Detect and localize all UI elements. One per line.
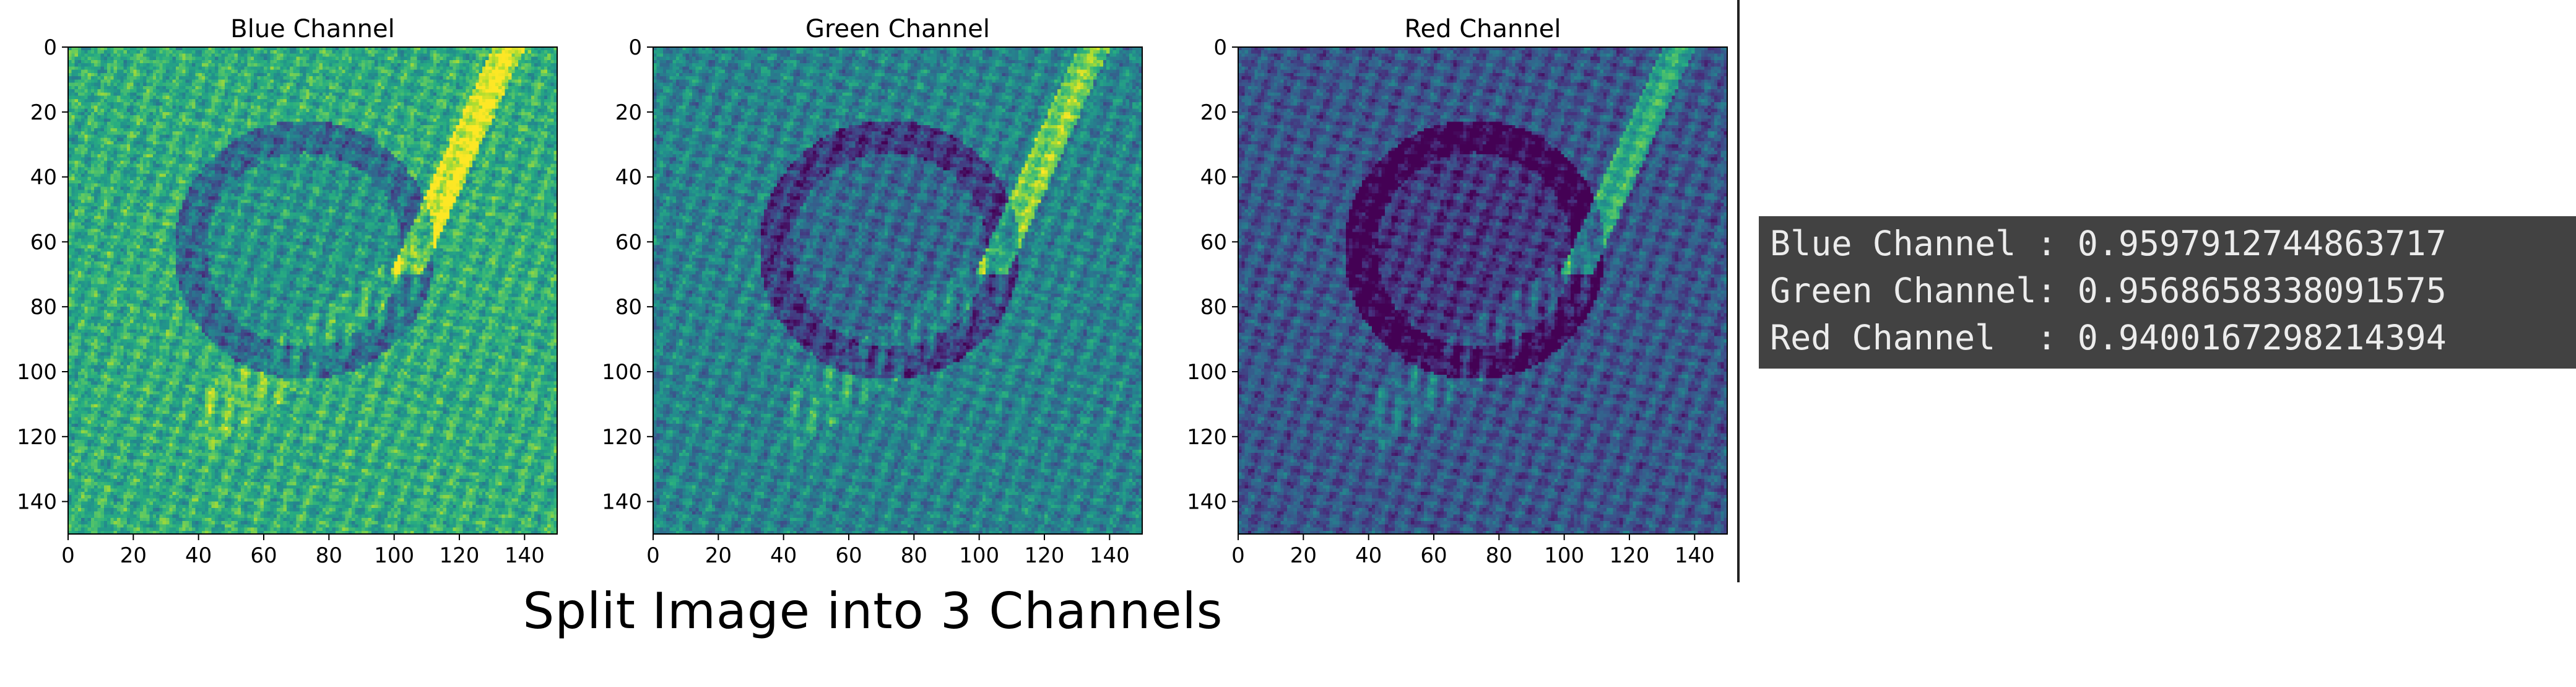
- y-tick-label: 120: [602, 425, 642, 450]
- x-tick-label: 140: [1090, 543, 1130, 568]
- y-tick-label: 40: [1200, 165, 1227, 190]
- x-tick-label: 40: [1355, 543, 1382, 568]
- x-tick-label: 100: [374, 543, 414, 568]
- x-tick-label: 20: [705, 543, 732, 568]
- heatmap-image-3: [1238, 47, 1727, 534]
- x-tick-label: 120: [1025, 543, 1065, 568]
- x-tick-label: 80: [901, 543, 927, 568]
- x-tick-label: 120: [440, 543, 480, 568]
- y-tick-label: 140: [602, 490, 642, 515]
- x-tick-label: 20: [1290, 543, 1317, 568]
- console-output: Blue Channel : 0.9597912744863717 Green …: [1759, 216, 2576, 369]
- y-tick-label: 40: [30, 165, 57, 190]
- x-tick-label: 140: [505, 543, 545, 568]
- y-tick-label: 60: [30, 230, 57, 255]
- panel-title-1: Blue Channel: [230, 15, 394, 43]
- y-tick-label: 120: [1187, 425, 1227, 450]
- axes-frame-1: [67, 46, 558, 535]
- y-tick-label: 80: [1200, 295, 1227, 320]
- y-tick-label: 140: [1187, 490, 1227, 515]
- y-tick-label: 100: [17, 360, 57, 385]
- x-tick-label: 0: [1231, 543, 1245, 568]
- vertical-divider: [1737, 0, 1740, 582]
- y-tick-label: 0: [43, 35, 57, 60]
- x-tick-label: 40: [185, 543, 212, 568]
- y-tick-label: 100: [1187, 360, 1227, 385]
- x-tick-label: 100: [959, 543, 999, 568]
- x-tick-label: 100: [1544, 543, 1584, 568]
- x-tick-label: 0: [646, 543, 660, 568]
- y-tick-label: 120: [17, 425, 57, 450]
- y-tick-label: 140: [17, 490, 57, 515]
- axes-frame-2: [653, 46, 1143, 535]
- axes-frame-3: [1238, 46, 1728, 535]
- console-line-green: Green Channel: 0.9568658338091575: [1770, 271, 2447, 310]
- heatmap-image-2: [653, 47, 1142, 534]
- y-tick-label: 60: [615, 230, 642, 255]
- figure-caption: Split Image into 3 Channels: [523, 582, 1223, 640]
- y-tick-label: 80: [615, 295, 642, 320]
- x-tick-label: 140: [1675, 543, 1715, 568]
- y-tick-label: 20: [1200, 100, 1227, 125]
- x-tick-label: 120: [1610, 543, 1650, 568]
- y-tick-label: 0: [1213, 35, 1227, 60]
- console-line-red: Red Channel : 0.9400167298214394: [1770, 318, 2447, 357]
- panel-title-2: Green Channel: [805, 15, 990, 43]
- y-tick-label: 100: [602, 360, 642, 385]
- panel-title-3: Red Channel: [1405, 15, 1561, 43]
- x-tick-label: 80: [1486, 543, 1512, 568]
- y-tick-label: 20: [615, 100, 642, 125]
- console-line-blue: Blue Channel : 0.9597912744863717: [1770, 224, 2447, 263]
- x-tick-label: 60: [835, 543, 862, 568]
- y-tick-label: 0: [628, 35, 642, 60]
- x-tick-label: 80: [316, 543, 342, 568]
- y-tick-label: 80: [30, 295, 57, 320]
- heatmap-image-1: [68, 47, 557, 534]
- y-tick-label: 60: [1200, 230, 1227, 255]
- y-tick-label: 20: [30, 100, 57, 125]
- x-tick-label: 40: [770, 543, 797, 568]
- x-tick-label: 20: [120, 543, 147, 568]
- y-tick-label: 40: [615, 165, 642, 190]
- x-tick-label: 0: [61, 543, 75, 568]
- x-tick-label: 60: [1420, 543, 1447, 568]
- x-tick-label: 60: [250, 543, 277, 568]
